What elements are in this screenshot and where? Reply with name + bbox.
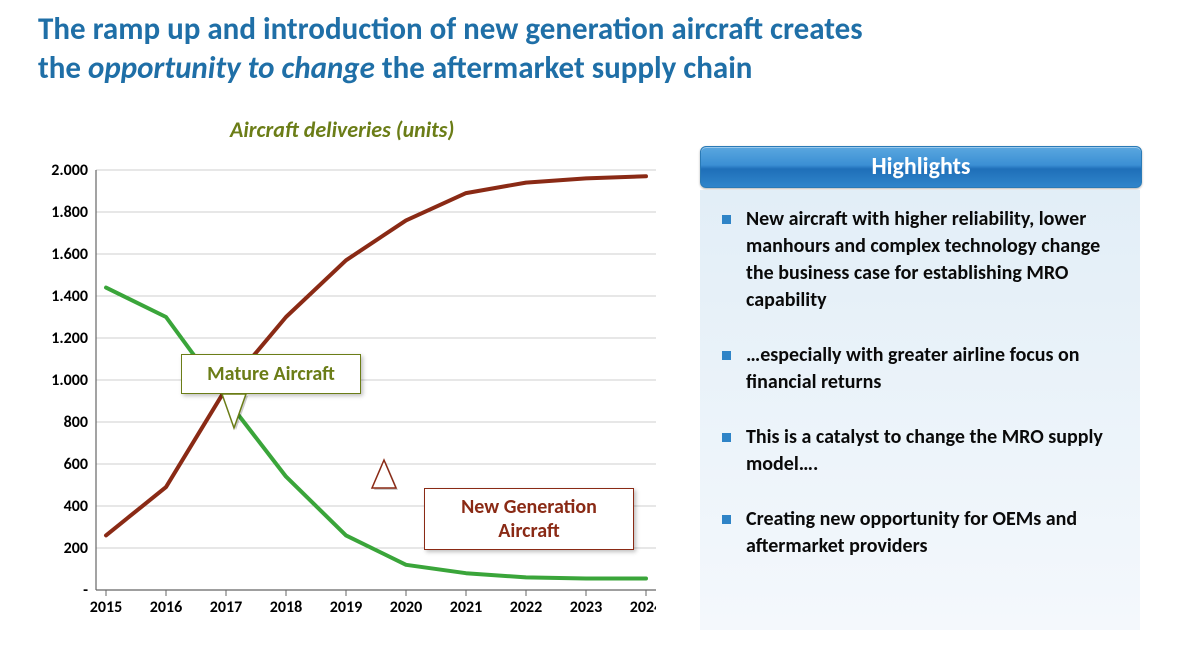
- svg-text:1.800: 1.800: [51, 203, 88, 222]
- svg-text:1.200: 1.200: [51, 329, 88, 348]
- svg-text:2023: 2023: [570, 598, 602, 617]
- svg-text:1.400: 1.400: [51, 287, 88, 306]
- svg-text:2021: 2021: [450, 598, 482, 617]
- svg-text:2020: 2020: [390, 598, 422, 617]
- svg-text:200: 200: [64, 539, 88, 558]
- svg-text:800: 800: [64, 413, 88, 432]
- svg-text:2018: 2018: [270, 598, 302, 617]
- highlight-item: …especially with greater airline focus o…: [722, 342, 1118, 396]
- svg-text:2017: 2017: [210, 598, 242, 617]
- highlight-item: Creating new opportunity for OEMs and af…: [722, 506, 1118, 560]
- title-line2-pre: the: [38, 49, 88, 87]
- svg-text:2.000: 2.000: [51, 161, 88, 180]
- highlights-list: New aircraft with higher reliability, lo…: [722, 206, 1118, 560]
- svg-text:400: 400: [64, 497, 88, 516]
- svg-text:600: 600: [64, 455, 88, 474]
- chart-area: - 200 400 600 800 1.000 1.200 1.400 1.600 1.800 2.…: [36, 160, 656, 640]
- svg-text:2024: 2024: [630, 598, 656, 617]
- highlights-header: Highlights: [700, 146, 1142, 188]
- svg-text:1.000: 1.000: [51, 371, 88, 390]
- title-line2-post: the aftermarket supply chain: [375, 49, 753, 87]
- svg-text:2016: 2016: [150, 598, 182, 617]
- svg-text:2022: 2022: [510, 598, 542, 617]
- svg-text:2019: 2019: [330, 598, 362, 617]
- highlight-item: New aircraft with higher reliability, lo…: [722, 206, 1118, 314]
- chart-title: Aircraft deliveries (units): [230, 116, 454, 143]
- page-title: The ramp up and introduction of new gene…: [38, 10, 1138, 88]
- svg-text:-: -: [83, 581, 88, 600]
- svg-text:1.600: 1.600: [51, 245, 88, 264]
- line-chart: - 200 400 600 800 1.000 1.200 1.400 1.600 1.800 2.…: [36, 160, 656, 640]
- highlight-item: This is a catalyst to change the MRO sup…: [722, 424, 1118, 478]
- callout-mature-aircraft: Mature Aircraft: [181, 354, 361, 394]
- title-line1: The ramp up and introduction of new gene…: [38, 10, 863, 48]
- svg-text:2015: 2015: [90, 598, 122, 617]
- highlights-body: New aircraft with higher reliability, lo…: [700, 190, 1140, 630]
- title-emphasis: opportunity to change: [88, 49, 375, 87]
- callout-new-generation: New GenerationAircraft: [424, 488, 634, 550]
- slide: The ramp up and introduction of new gene…: [0, 0, 1182, 671]
